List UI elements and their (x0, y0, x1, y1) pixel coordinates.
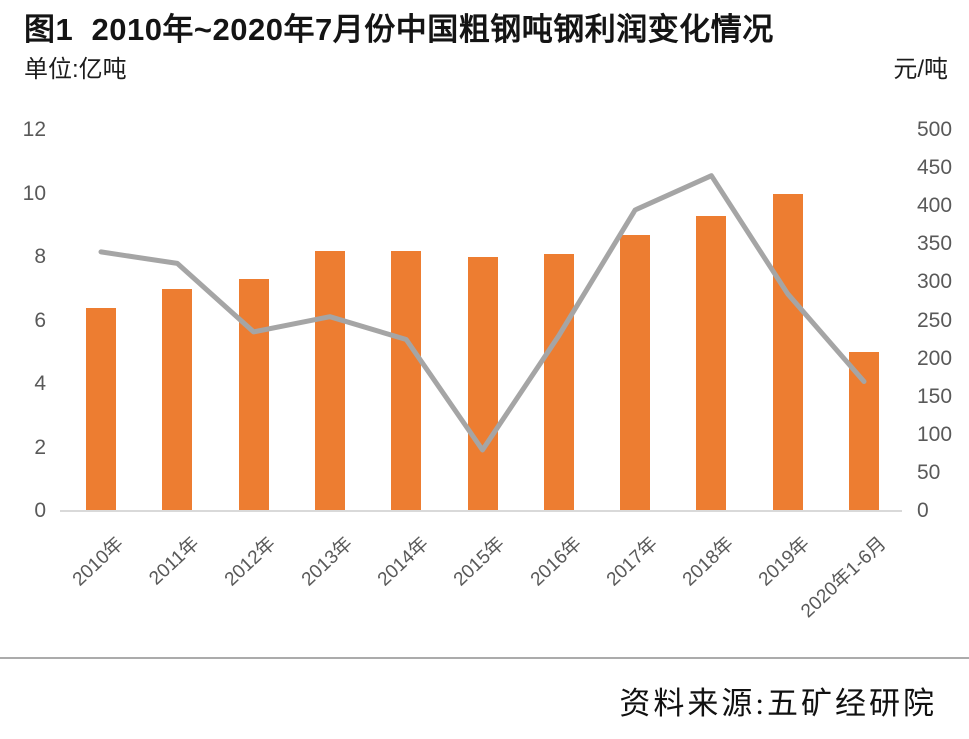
right-axis-tick-label: 400 (917, 194, 953, 218)
right-axis-tick-label: 450 (917, 156, 953, 180)
right-axis-unit-label: 元/吨 (893, 56, 948, 83)
bar (772, 193, 803, 511)
bar (162, 288, 193, 511)
left-axis-tick-label: 0 (34, 499, 46, 522)
bar (467, 257, 498, 511)
bar (86, 307, 116, 511)
right-axis-tick-label: 50 (917, 460, 941, 484)
bar (238, 279, 269, 511)
left-axis-tick-label: 12 (22, 118, 46, 141)
right-axis-tick-label: 350 (917, 232, 953, 256)
left-axis-tick-label: 6 (34, 308, 46, 332)
bar (620, 234, 651, 511)
bar (314, 250, 345, 511)
right-axis-tick-label: 100 (917, 422, 953, 446)
right-axis-tick-label: 200 (917, 346, 953, 370)
left-axis-unit-label: 单位:亿吨 (24, 56, 127, 83)
left-axis-tick-label: 10 (22, 181, 46, 205)
bar (696, 215, 727, 511)
left-axis-tick-label: 2 (34, 435, 46, 459)
left-axis-tick-label: 4 (34, 372, 46, 395)
right-axis-tick-label: 500 (917, 118, 953, 141)
left-axis-tick-label: 8 (34, 245, 46, 268)
right-axis-tick-label: 0 (917, 499, 929, 522)
bar (391, 250, 422, 511)
source-note: 资料来源:五矿经研院 (619, 686, 937, 721)
chart-title: 图1 2010年~2020年7月份中国粗钢吨钢利润变化情况 (24, 12, 774, 47)
bottom-divider (0, 657, 969, 659)
right-axis-tick-label: 250 (917, 308, 953, 332)
profit-line (98, 173, 867, 453)
x-axis-line (60, 510, 902, 512)
bar (543, 253, 574, 511)
right-axis-tick-label: 150 (917, 384, 953, 408)
right-axis-tick-label: 300 (917, 270, 953, 294)
